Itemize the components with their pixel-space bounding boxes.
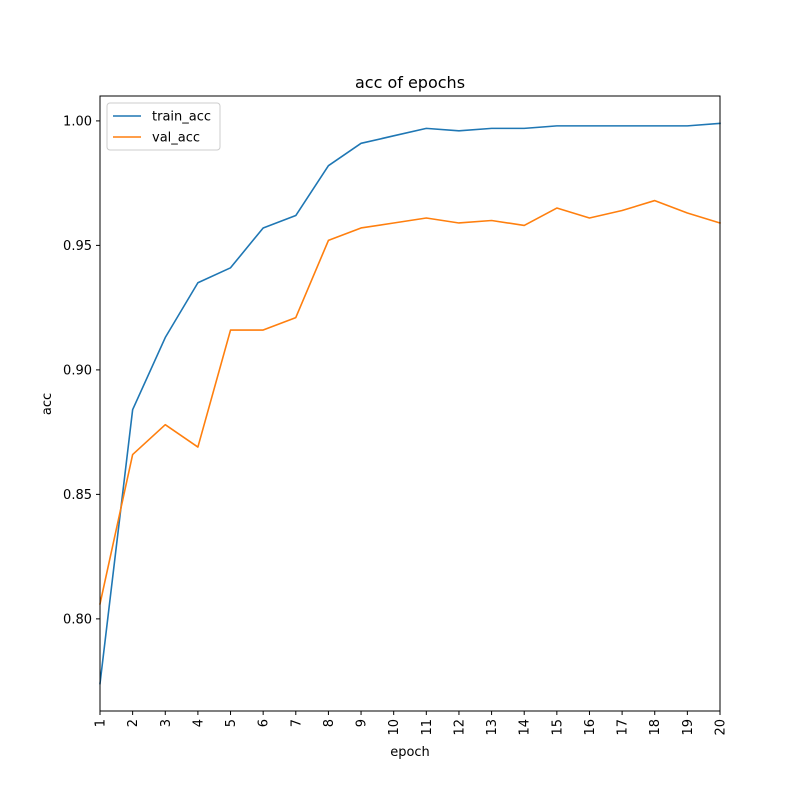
series-line-train-acc <box>99 122 721 685</box>
x-tick-label: 16 <box>583 719 598 736</box>
x-tick-label: 8 <box>322 719 337 727</box>
chart-title: acc of epochs <box>355 73 465 92</box>
x-tick-label: 4 <box>191 719 206 727</box>
x-tick-label: 20 <box>714 719 729 736</box>
y-tick-label: 0.80 <box>63 612 92 627</box>
y-axis-label: acc <box>40 393 55 415</box>
x-tick-label: 13 <box>485 719 500 736</box>
x-tick-label: 18 <box>648 719 663 736</box>
legend-box <box>106 102 221 151</box>
x-tick-label: 10 <box>387 719 402 736</box>
x-tick-label: 5 <box>224 719 239 727</box>
legend-label-train-acc: train_acc <box>152 110 211 125</box>
plot-lines <box>99 122 721 685</box>
x-tick-label: 14 <box>518 719 533 736</box>
x-axis-label: epoch <box>390 745 430 760</box>
x-tick-label: 3 <box>159 719 174 727</box>
x-tick-label: 19 <box>681 719 696 736</box>
y-tick-label: 0.90 <box>63 363 92 378</box>
x-tick-label: 12 <box>452 719 467 736</box>
legend: train_acc val_acc <box>106 102 221 151</box>
y-axis-ticks: 0.80 0.85 0.90 0.95 1.00 <box>63 114 100 627</box>
x-tick-label: 9 <box>355 719 370 727</box>
y-tick-label: 1.00 <box>63 114 92 129</box>
x-tick-label: 11 <box>420 719 435 736</box>
x-tick-label: 15 <box>550 719 565 736</box>
series-line-val-acc <box>99 199 721 605</box>
x-tick-label: 1 <box>94 719 109 727</box>
x-tick-label: 17 <box>616 719 631 736</box>
plot-frame <box>99 95 721 712</box>
x-axis-ticks: 1 2 3 4 5 6 7 8 9 10 11 12 13 14 15 16 17 18 19 20 <box>94 711 729 736</box>
y-tick-label: 0.85 <box>63 488 92 503</box>
x-tick-label: 2 <box>126 719 141 727</box>
x-tick-label: 6 <box>257 719 272 727</box>
x-tick-label: 7 <box>289 719 304 727</box>
legend-label-val-acc: val_acc <box>152 131 200 146</box>
y-tick-label: 0.95 <box>63 239 92 254</box>
